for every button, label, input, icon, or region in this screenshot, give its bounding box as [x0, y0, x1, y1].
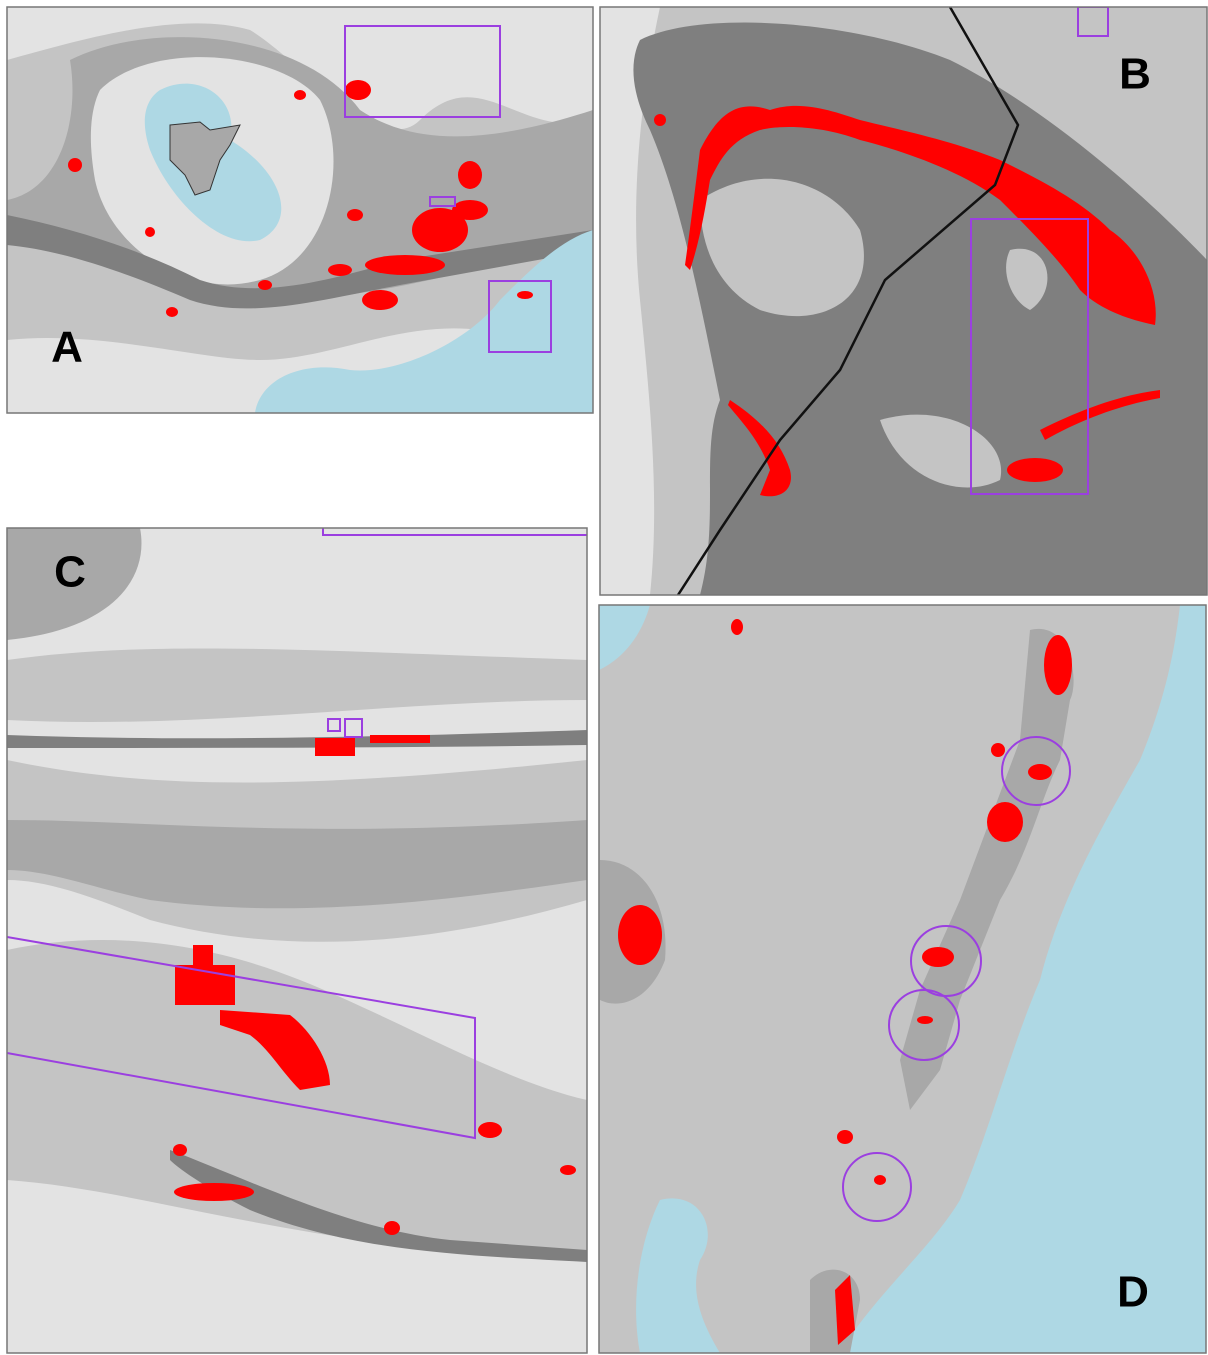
panel-label: D — [1117, 1268, 1149, 1317]
panel-d — [599, 605, 1206, 1353]
panel-b — [600, 7, 1207, 595]
panel-a — [7, 7, 593, 413]
panel-label: C — [54, 548, 86, 597]
panel-c — [7, 528, 587, 1353]
panel-label: A — [51, 323, 83, 372]
panel-label: B — [1119, 50, 1151, 99]
figure: A B — [0, 0, 1208, 1355]
